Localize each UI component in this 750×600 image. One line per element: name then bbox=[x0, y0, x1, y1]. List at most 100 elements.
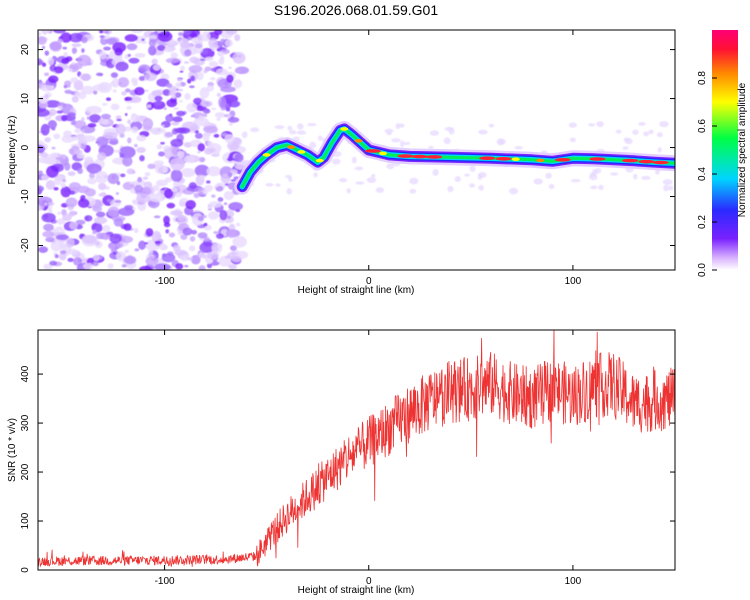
spectrogram-noise-blob bbox=[207, 208, 213, 211]
spectrogram-noise-blob bbox=[176, 110, 186, 117]
spectrogram-noise-blob bbox=[668, 185, 674, 191]
spectrogram-noise-blob bbox=[92, 254, 100, 262]
spectrogram-noise-blob bbox=[164, 131, 174, 138]
spectrogram-noise-blob bbox=[375, 187, 385, 193]
spectrogram-noise-blob bbox=[92, 261, 99, 267]
spectrogram-noise-blob bbox=[648, 129, 654, 135]
spectrogram-hot-spot bbox=[479, 156, 496, 161]
spectrogram-noise-blob bbox=[87, 177, 97, 185]
spectrogram-noise-blob bbox=[403, 141, 411, 146]
spectrogram-x-tick-label: -100 bbox=[155, 276, 175, 287]
spectrogram-noise-blob bbox=[148, 250, 154, 254]
spectrogram-noise-blob bbox=[115, 61, 129, 72]
spectrogram-noise-blob bbox=[662, 179, 673, 185]
spectrogram-noise-blob bbox=[78, 198, 90, 208]
spectrogram-noise-blob bbox=[82, 262, 94, 270]
spectrogram-noise-blob bbox=[132, 81, 138, 87]
spectrogram-noise-blob bbox=[215, 68, 228, 76]
spectrogram-noise-blob bbox=[200, 58, 206, 62]
spectrogram-noise-blob bbox=[170, 121, 180, 126]
spectrogram-noise-blob bbox=[143, 89, 149, 92]
spectrogram-noise-blob bbox=[355, 181, 365, 185]
spectrogram-noise-blob bbox=[156, 144, 163, 150]
spectrogram-signal-trace bbox=[234, 120, 675, 195]
spectrogram-noise-blob bbox=[44, 202, 48, 206]
spectrogram-noise-blob bbox=[134, 52, 146, 58]
spectrogram-noise-blob bbox=[233, 162, 238, 167]
spectrogram-noise-blob bbox=[218, 96, 227, 109]
spectrogram-noise-blob bbox=[124, 113, 128, 117]
spectrogram-noise-blob bbox=[112, 252, 117, 255]
spectrogram-noise-blob bbox=[44, 100, 61, 108]
spectrogram-noise-blob bbox=[49, 112, 53, 117]
spectrogram-noise-blob bbox=[44, 137, 52, 143]
spectrogram-noise-blob bbox=[47, 120, 57, 130]
spectrogram-noise-blob bbox=[142, 176, 149, 180]
spectrogram-noise-blob bbox=[79, 73, 92, 81]
spectrogram-noise-blob bbox=[69, 221, 78, 230]
spectrogram-noise-blob bbox=[211, 246, 219, 252]
spectrogram-noise-blob bbox=[220, 38, 225, 44]
spectrogram-noise-blob bbox=[656, 132, 663, 138]
spectrogram-noise-blob bbox=[208, 38, 218, 48]
spectrogram-noise-blob bbox=[147, 163, 156, 170]
spectrogram-noise-blob bbox=[179, 70, 184, 73]
spectrogram-noise-blob bbox=[63, 51, 68, 58]
spectrogram-noise-blob bbox=[153, 215, 161, 219]
snr-y-tick-label: 300 bbox=[20, 414, 31, 431]
spectrogram-noise-blob bbox=[110, 72, 119, 78]
spectrogram-noise-blob bbox=[92, 229, 97, 234]
spectrogram-noise-blob bbox=[162, 253, 167, 257]
spectrogram-noise-blob bbox=[144, 72, 157, 82]
spectrogram-noise-blob bbox=[102, 102, 108, 106]
spectrogram-noise-blob bbox=[184, 93, 191, 100]
spectrogram-noise-blob bbox=[46, 165, 59, 178]
spectrogram-trace-band bbox=[240, 127, 675, 189]
spectrogram-noise-blob bbox=[170, 169, 183, 183]
spectrogram-noise-blob bbox=[139, 265, 153, 270]
spectrogram-noise-blob bbox=[100, 113, 111, 120]
spectrogram-hot-spot bbox=[638, 159, 655, 164]
spectrogram-noise-blob bbox=[432, 169, 439, 176]
spectrogram-noise-blob bbox=[469, 183, 476, 188]
spectrogram-noise-blob bbox=[154, 240, 162, 244]
spectrogram-noise-blob bbox=[229, 169, 238, 175]
spectrogram-noise-blob bbox=[204, 66, 212, 72]
spectrogram-noise-blob bbox=[203, 113, 208, 118]
spectrogram-noise-blob bbox=[140, 40, 147, 44]
spectrogram-x-label: Height of straight line (km) bbox=[298, 285, 415, 296]
spectrogram-noise-blob bbox=[351, 156, 357, 164]
spectrogram-noise-blob bbox=[496, 138, 505, 146]
spectrogram-noise-blob bbox=[128, 57, 140, 64]
spectrogram-noise-blob bbox=[224, 134, 235, 144]
spectrogram-noise-blob bbox=[289, 130, 297, 135]
spectrogram-hot-spot bbox=[297, 150, 306, 154]
spectrogram-noise-blob bbox=[54, 254, 59, 259]
spectrogram-noise-blob bbox=[40, 30, 50, 34]
spectrogram-noise-blob bbox=[38, 170, 43, 175]
spectrogram-noise-blob bbox=[66, 84, 71, 88]
spectrogram-noise-blob bbox=[95, 72, 104, 77]
spectrogram-noise-blob bbox=[118, 235, 134, 244]
spectrogram-noise-blob bbox=[148, 38, 157, 47]
spectrogram-noise-blob bbox=[149, 127, 166, 134]
spectrogram-noise-blob bbox=[44, 50, 50, 56]
spectrogram-noise-blob bbox=[186, 102, 198, 113]
snr-y-label: SNR (10 * v/v) bbox=[7, 418, 18, 482]
spectrogram-noise-blob bbox=[173, 244, 181, 252]
spectrogram-noise-blob bbox=[179, 254, 189, 262]
spectrogram-noise-blob bbox=[56, 218, 66, 225]
spectrogram-noise-blob bbox=[233, 79, 243, 89]
spectrogram-noise-blob bbox=[118, 81, 122, 86]
spectrogram-noise-blob bbox=[107, 206, 120, 217]
spectrogram-noise-blob bbox=[118, 146, 136, 159]
spectrogram-x-tick-label: 0 bbox=[366, 276, 372, 287]
spectrogram-noise-blob bbox=[234, 34, 241, 42]
spectrogram-noise-blob bbox=[194, 43, 203, 49]
spectrogram-noise-blob bbox=[174, 127, 187, 134]
spectrogram-noise-blob bbox=[39, 152, 48, 158]
spectrogram-noise-blob bbox=[569, 137, 576, 143]
spectrogram-hot-spot bbox=[411, 154, 428, 159]
spectrogram-noise-blob bbox=[175, 191, 182, 198]
spectrogram-noise-blob bbox=[225, 30, 238, 35]
